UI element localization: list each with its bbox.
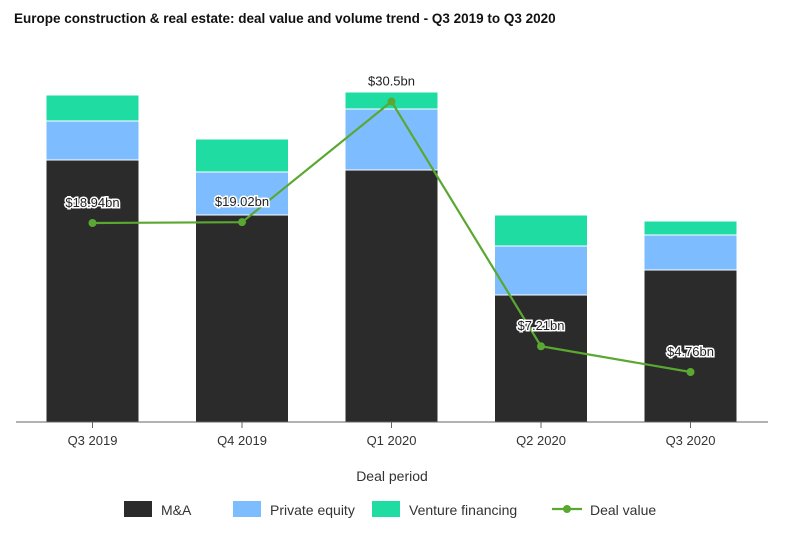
legend-swatch-venture-financing [372, 501, 400, 517]
legend-label-deal-value: Deal value [590, 502, 656, 518]
bar-private-equity-q1-2020 [344, 108, 439, 171]
x-tick-label: Q3 2020 [666, 433, 716, 448]
bar-private-equity-q3-2019 [45, 120, 140, 161]
legend-label-venture-financing: Venture financing [409, 502, 517, 518]
deal-value-point [387, 97, 396, 106]
x-tick-label: Q4 2019 [217, 433, 267, 448]
bar-manda-q1-2020 [344, 169, 439, 423]
legend-marker-deal-value [563, 505, 571, 513]
x-tick-label: Q1 2020 [367, 433, 417, 448]
bar-private-equity-q3-2020 [643, 234, 738, 271]
deal-value-label: $30.5bn [368, 74, 415, 89]
legend: M&A Private equity Venture financing Deal v… [124, 501, 656, 518]
legend-swatch-manda [124, 501, 152, 517]
deal-value-point [88, 219, 97, 228]
chart-title: Europe construction & real estate: deal … [14, 11, 556, 26]
bars-layer [45, 91, 738, 423]
x-tick-label: Q2 2020 [516, 433, 566, 448]
bar-manda-q4-2019 [195, 214, 289, 423]
bar-venture-financing-q3-2020 [643, 220, 738, 236]
deal-value-point [238, 218, 246, 227]
bar-private-equity-q2-2020 [494, 245, 588, 296]
deal-value-label: $19.02bn [215, 194, 269, 209]
legend-label-manda: M&A [161, 502, 192, 518]
deal-value-label: $4.76bn [667, 344, 714, 359]
deal-value-line-layer [88, 97, 695, 376]
x-tick-label: Q3 2019 [68, 433, 118, 448]
bar-venture-financing-q4-2019 [195, 138, 289, 173]
bar-venture-financing-q3-2019 [45, 94, 140, 122]
bar-private-equity-q4-2019 [195, 171, 289, 216]
deal-value-point [686, 367, 695, 376]
bar-manda-q3-2019 [45, 159, 140, 423]
deal-value-label: $18.94bn [65, 195, 119, 210]
legend-label-private-equity: Private equity [270, 502, 355, 518]
legend-swatch-private-equity [233, 501, 261, 517]
data-labels-layer: $18.94bn $19.02bn $30.5bn $7.21bn $4.76bn [64, 72, 716, 360]
bar-manda-q2-2020 [494, 294, 588, 423]
x-axis-title: Deal period [356, 468, 428, 484]
bar-venture-financing-q2-2020 [494, 214, 588, 247]
x-ticks-layer: Q3 2019 Q4 2019 Q1 2020 Q2 2020 Q3 2020 [68, 422, 716, 448]
deal-value-label: $7.21bn [518, 318, 565, 333]
deal-value-point [537, 342, 545, 351]
